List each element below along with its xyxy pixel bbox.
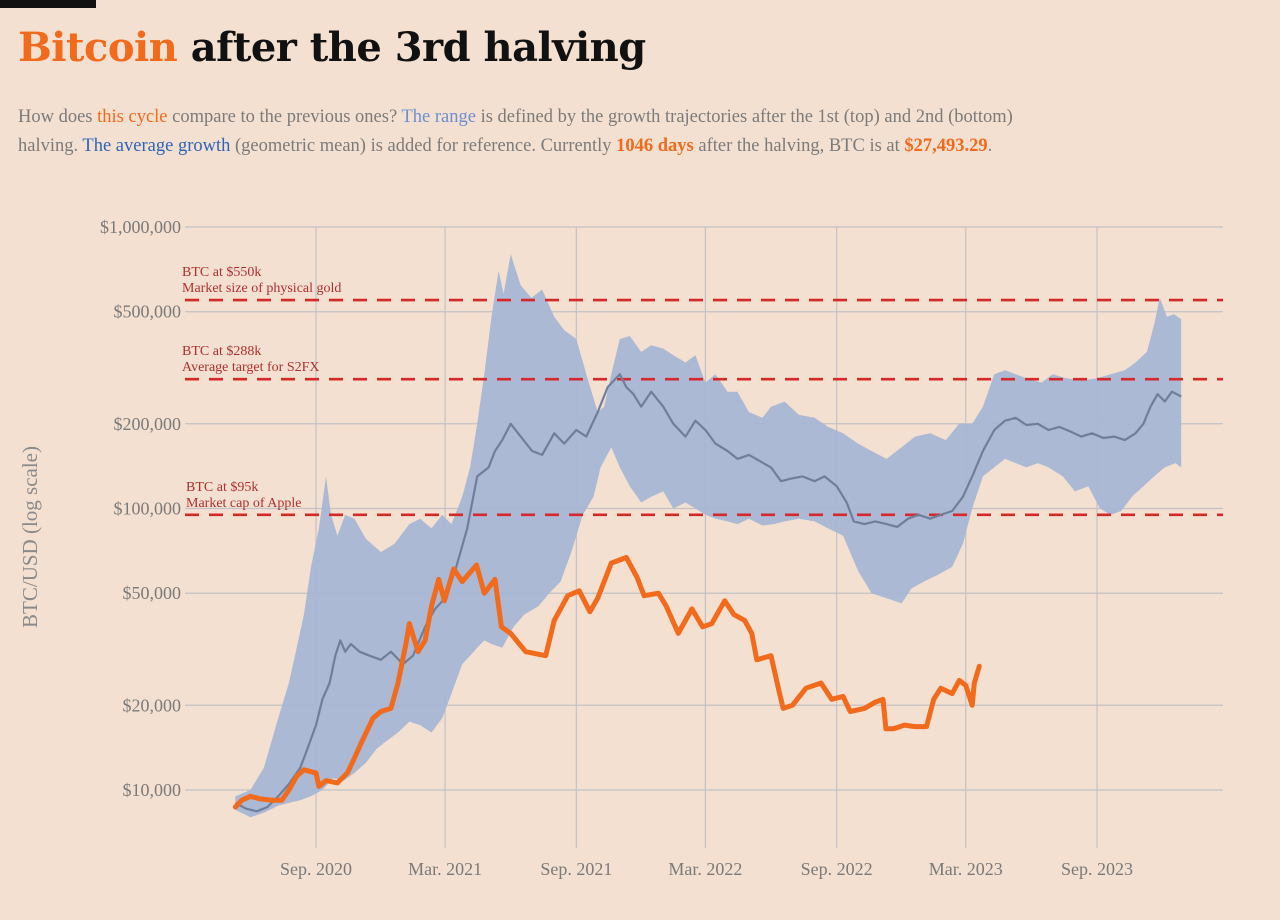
desc-text: compare to the previous ones? [167,107,402,127]
series-lines [232,373,1182,813]
reference-label: Market size of physical gold [182,281,341,296]
desc-text: How does [18,107,98,127]
axis-labels: $1,000,000 $500,000 $200,000 $100,000 $50,00… [18,217,1133,879]
x-tick-label: Mar. 2022 [668,859,742,879]
x-tick-label: Sep. 2023 [1061,859,1133,879]
top-accent-bar [0,0,96,8]
y-tick-label: $50,000 [123,583,182,603]
desc-average-growth: The average growth [82,135,231,156]
desc-text: is defined by the growth trajectories af… [18,107,1013,156]
desc-this-cycle: this cycle [97,107,168,127]
reference-label: Market cap of Apple [186,496,301,511]
desc-the-range: The range [401,107,476,127]
y-tick-label: $10,000 [123,780,182,800]
title-rest: after the 3rd halving [177,24,646,71]
desc-text: after the halving, BTC is at [693,135,905,156]
x-tick-label: Sep. 2021 [540,859,612,879]
x-tick-label: Mar. 2023 [929,859,1003,879]
chart-description: How does this cycle compare to the previ… [18,103,1018,160]
x-tick-label: Sep. 2020 [280,859,352,879]
average-growth-line [234,373,1182,813]
bitcoin-price-line [232,555,982,810]
y-tick-label: $200,000 [114,414,182,434]
y-tick-label: $100,000 [114,499,182,519]
reference-label: BTC at $550k [182,265,261,280]
x-tick-label: Sep. 2022 [801,859,873,879]
y-tick-label: $20,000 [123,695,182,715]
range-band [235,254,1182,818]
reference-label: Average target for S2FX [182,360,320,375]
y-tick-label: $1,000,000 [100,217,181,237]
desc-days-count: 1046 days [616,135,694,156]
title-highlight: Bitcoin [18,24,178,71]
desc-current-price: $27,493.29 [904,135,988,156]
y-axis-title: BTC/USD (log scale) [18,446,42,628]
range-area [235,254,1182,818]
desc-text: . [987,135,993,156]
reference-label: BTC at $95k [186,480,258,495]
desc-text: (geometric mean) is added for reference.… [230,135,617,156]
page-title: Bitcoin after the 3rd halving [18,24,646,71]
x-tick-label: Mar. 2021 [408,859,482,879]
reference-label: BTC at $288k [182,344,261,359]
y-tick-label: $500,000 [114,302,182,322]
